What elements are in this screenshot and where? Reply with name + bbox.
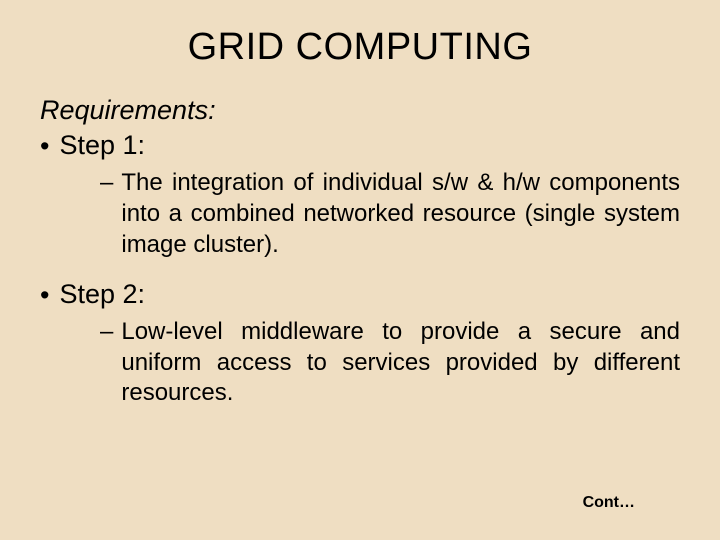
step1-detail: – The integration of individual s/w & h/… bbox=[100, 168, 680, 260]
step1-text: The integration of individual s/w & h/w … bbox=[121, 168, 680, 260]
dash-icon: – bbox=[100, 168, 113, 199]
step2-text: Low-level middleware to provide a secure… bbox=[121, 317, 680, 409]
step1-label: Step 1: bbox=[59, 130, 145, 161]
step2-detail: – Low-level middleware to provide a secu… bbox=[100, 317, 680, 409]
step2-label: Step 2: bbox=[59, 279, 145, 310]
continue-label: Cont… bbox=[583, 494, 635, 512]
slide-title: GRID COMPUTING bbox=[40, 26, 680, 69]
step2-bullet: • Step 2: bbox=[40, 279, 680, 311]
slide: GRID COMPUTING Requirements: • Step 1: –… bbox=[0, 0, 720, 540]
bullet-dot-icon: • bbox=[40, 279, 49, 311]
step1-bullet: • Step 1: bbox=[40, 130, 680, 162]
dash-icon: – bbox=[100, 317, 113, 348]
requirements-heading: Requirements: bbox=[40, 95, 680, 126]
bullet-dot-icon: • bbox=[40, 130, 49, 162]
